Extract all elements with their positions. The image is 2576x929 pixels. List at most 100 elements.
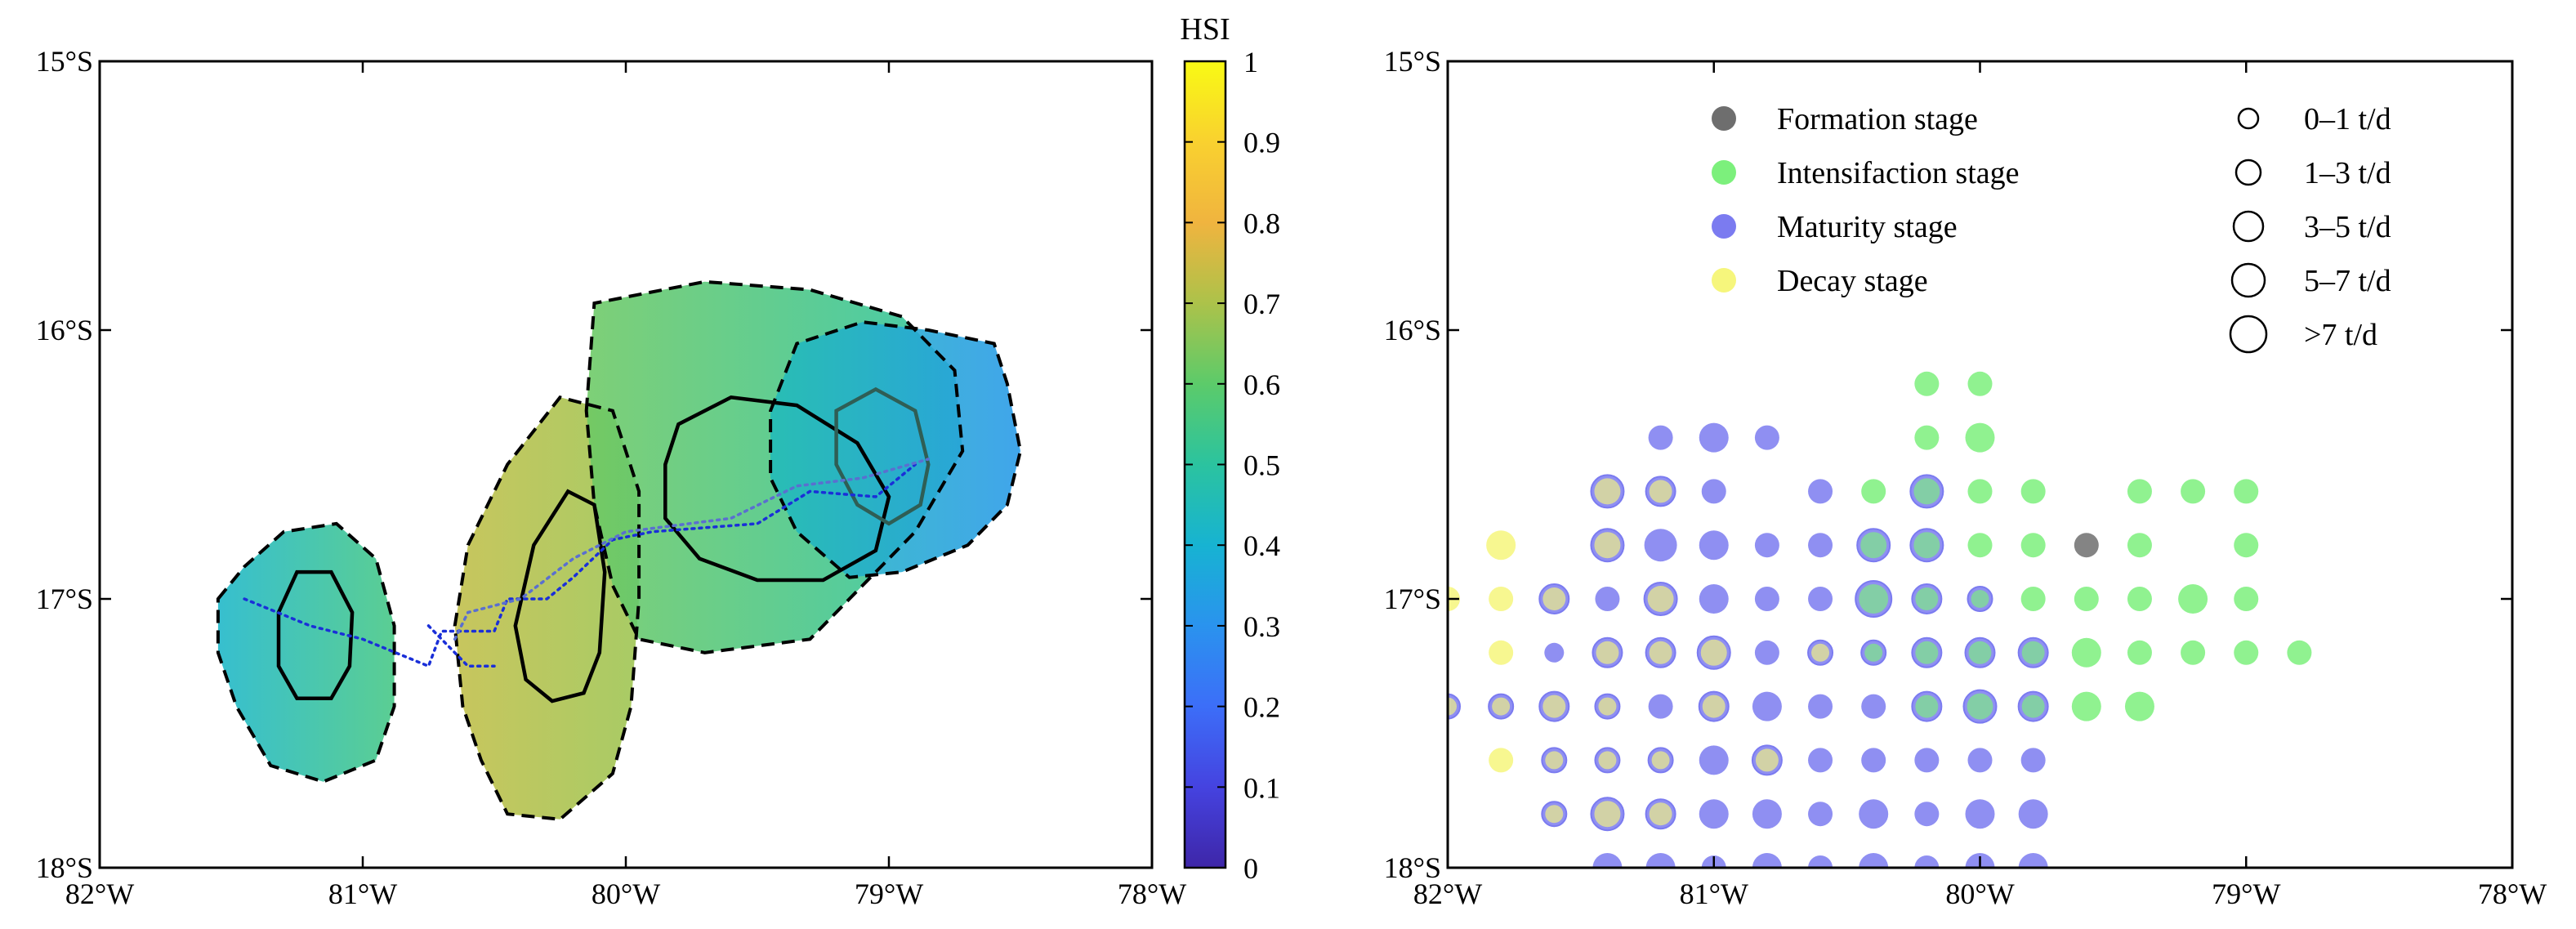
right-ytick-label: 15°S <box>1384 45 1441 78</box>
catch-point <box>1967 748 1993 773</box>
size-legend-marker <box>2237 107 2260 130</box>
catch-point-layer <box>1648 425 1673 450</box>
catch-point-layer <box>1859 799 1889 829</box>
catch-point-layer <box>1699 745 1729 775</box>
colorbar-tick-label: 0.7 <box>1243 288 1280 320</box>
catch-point-layer <box>1811 643 1830 662</box>
catch-point <box>1644 529 1677 562</box>
catch-point-layer <box>1594 532 1621 559</box>
catch-point <box>1807 639 1834 666</box>
catch-point-layer <box>1914 748 1940 773</box>
size-legend-marker <box>2232 210 2265 243</box>
catch-point <box>1699 745 1729 775</box>
left-xtick-label: 78°W <box>1118 878 1186 910</box>
colorbar-tick-label: 0.4 <box>1243 529 1280 562</box>
stage-legend-marker <box>1712 214 1736 239</box>
catch-point-layer <box>1596 641 1619 664</box>
right-axis-ticks <box>1446 60 2514 869</box>
catch-point <box>1967 586 1993 612</box>
area-4-outline <box>769 320 1023 579</box>
catch-point <box>1592 853 1623 868</box>
catch-point <box>2127 533 2152 558</box>
hsi-colorbar: HSI 0 0.1 0.2 0.3 0.4 0.5 0.6 0.7 0.8 0.9 1 <box>1180 12 1280 885</box>
catch-point-layer <box>1645 853 1676 868</box>
catch-point-layer <box>1808 694 1833 719</box>
catch-point <box>1754 640 1779 665</box>
catch-point-layer <box>1808 855 1833 868</box>
catch-point-layer <box>2181 479 2206 504</box>
stage-legend-marker <box>1712 160 1736 185</box>
colorbar-ticks: 0 0.1 0.2 0.3 0.4 0.5 0.6 0.7 0.8 0.9 1 <box>1185 46 1280 885</box>
catch-point <box>2018 799 2048 829</box>
catch-point <box>1808 802 1833 827</box>
catch-point-layer <box>2234 640 2259 665</box>
catch-point <box>1967 371 1993 396</box>
catch-point <box>1754 533 1779 558</box>
catch-point-layer <box>2234 587 2259 611</box>
catch-point-layer <box>1808 479 1833 504</box>
track-line <box>426 624 496 668</box>
size-legend-marker <box>2230 262 2266 298</box>
left-map-panel: 82°W 81°W 80°W 79°W 78°W 15°S 16°S 17°S 18°S <box>36 45 1187 910</box>
catch-point-layer <box>1859 853 1889 868</box>
catch-point <box>1590 528 1625 563</box>
size-legend-label: 5–7 t/d <box>2304 264 2391 298</box>
catch-point <box>1594 693 1621 720</box>
catch-point <box>1861 748 1886 773</box>
track-line <box>453 458 931 641</box>
catch-point-layer <box>1598 697 1617 716</box>
catch-point <box>1911 636 1943 668</box>
colorbar-tick-label: 0.8 <box>1243 207 1280 239</box>
catch-point-layer <box>1542 587 1566 610</box>
catch-point-layer <box>1914 855 1940 868</box>
catch-point-layer <box>1754 425 1779 450</box>
catch-point <box>1699 584 1729 614</box>
catch-points <box>1448 371 2312 868</box>
catch-point <box>1914 802 1940 827</box>
colorbar-tick-label: 0.2 <box>1243 691 1280 724</box>
catch-point-layer <box>1598 751 1617 770</box>
track-lines <box>243 458 931 668</box>
catch-point <box>1696 635 1731 670</box>
right-scatter-panel: 82°W 81°W 80°W 79°W 78°W 15°S 16°S 17°S 18°S For… <box>1384 45 2547 910</box>
catch-point <box>1701 479 1726 504</box>
catch-point <box>2020 748 2046 773</box>
catch-point <box>1648 694 1673 719</box>
right-xtick-label: 82°W <box>1413 878 1482 910</box>
stage-legend-label: Formation stage <box>1777 102 1978 136</box>
catch-point <box>2020 533 2046 558</box>
size-legend: 0–1 t/d 1–3 t/d 3–5 t/d 5–7 t/d >7 t/d <box>2229 102 2391 354</box>
area-3-outline <box>584 279 965 654</box>
catch-point <box>1699 422 1729 453</box>
left-xtick-label: 81°W <box>328 878 397 910</box>
size-legend-label: 1–3 t/d <box>2304 156 2391 190</box>
left-ytick-label: 16°S <box>36 314 93 346</box>
area-1-fill <box>217 523 395 782</box>
catch-point <box>1590 474 1625 509</box>
catch-point <box>2178 584 2208 614</box>
size-legend-marker <box>2234 159 2262 186</box>
colorbar-tick-label: 0.3 <box>1243 610 1280 643</box>
left-ytick-label: 15°S <box>36 45 93 78</box>
colorbar-tick-label: 0.9 <box>1243 127 1280 159</box>
catch-point <box>2127 587 2152 611</box>
catch-point-layer <box>1967 479 1993 504</box>
colorbar-tick-label: 0.6 <box>1243 368 1280 401</box>
catch-point <box>2017 636 2049 668</box>
catch-point <box>1541 747 1568 774</box>
hsi-areas <box>216 279 1023 821</box>
catch-point <box>1488 693 1515 720</box>
catch-point <box>1808 694 1833 719</box>
catch-point-layer <box>2020 533 2046 558</box>
catch-point <box>2124 691 2154 721</box>
catch-point-layer <box>1448 697 1457 716</box>
catch-point <box>1965 422 1995 453</box>
stage-legend-marker <box>1712 268 1736 293</box>
catch-point <box>2181 479 2206 504</box>
catch-point-layer <box>1864 643 1883 662</box>
right-plot-background <box>1448 61 2512 868</box>
catch-point <box>1808 479 1833 504</box>
size-legend-label: 0–1 t/d <box>2304 102 2391 136</box>
catch-point <box>1859 853 1889 868</box>
catch-point-layer <box>1699 584 1729 614</box>
